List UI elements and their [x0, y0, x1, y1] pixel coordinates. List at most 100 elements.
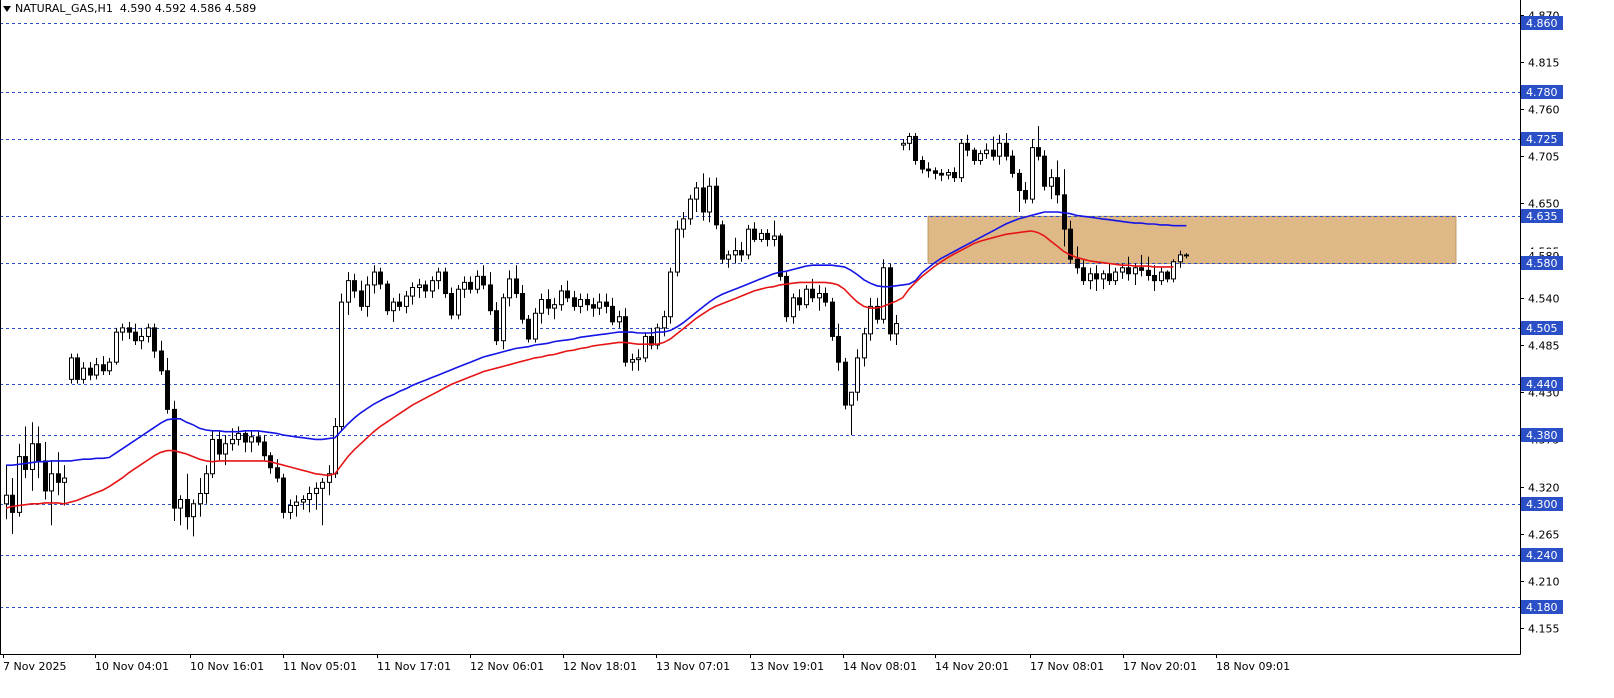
candle — [784, 272, 789, 322]
candle — [585, 293, 590, 311]
candle-body — [752, 228, 757, 240]
candle — [372, 265, 377, 294]
candle — [972, 147, 977, 165]
candle — [797, 289, 802, 311]
candle — [4, 465, 9, 520]
candle — [481, 265, 486, 290]
candle-body — [591, 304, 596, 309]
candle-body — [1094, 273, 1099, 280]
candle — [1049, 169, 1054, 200]
candle — [765, 229, 770, 247]
dropdown-triangle-icon[interactable] — [3, 6, 11, 12]
candle-body — [688, 198, 693, 220]
candle-body — [223, 443, 228, 455]
candle-body — [714, 185, 719, 226]
candle — [69, 353, 74, 384]
time-tick-label: 13 Nov 19:01 — [750, 660, 824, 673]
level-label: 4.380 — [1526, 429, 1558, 442]
candle — [726, 250, 731, 268]
candle — [49, 460, 54, 526]
candle — [1126, 256, 1131, 281]
candle-body — [294, 501, 299, 507]
candle-body — [1055, 177, 1060, 196]
candle-body — [804, 288, 809, 306]
candle — [804, 284, 809, 309]
candle-body — [127, 327, 132, 333]
level-label-bg — [1521, 548, 1563, 562]
candle-body — [1030, 147, 1035, 200]
level-label-bg — [1521, 132, 1563, 146]
candle-body — [623, 316, 628, 363]
candle-body — [875, 305, 880, 320]
candle — [849, 391, 854, 436]
candle — [1146, 256, 1151, 281]
candle — [939, 169, 944, 182]
candle-body — [784, 275, 789, 318]
candle-body — [901, 142, 906, 146]
candle-body — [378, 271, 383, 285]
candle — [1101, 270, 1106, 290]
candle — [733, 237, 738, 264]
candle-body — [1171, 261, 1176, 280]
price-tick-label: 4.485 — [1528, 340, 1560, 353]
candle-body — [94, 364, 99, 376]
candle — [397, 293, 402, 311]
price-tick-label: 4.155 — [1528, 623, 1560, 636]
ma-fast-line — [5, 230, 1174, 509]
resistance-zone — [927, 215, 1457, 264]
candle — [139, 327, 144, 350]
candle — [410, 282, 415, 305]
candle — [1042, 150, 1047, 191]
candle-body — [36, 443, 41, 462]
candle — [668, 267, 673, 324]
candle — [178, 495, 183, 526]
candle-body — [488, 284, 493, 312]
candle — [114, 327, 119, 365]
candle-body — [185, 499, 190, 518]
candle — [204, 465, 209, 504]
candle-body — [681, 218, 686, 230]
candle-body — [1152, 274, 1157, 282]
price-axis: 4.8704.8154.7604.7054.6504.5954.5404.485… — [1520, 10, 1560, 636]
candle-body — [191, 503, 196, 518]
candle — [643, 332, 648, 363]
candle — [791, 293, 796, 324]
level-label: 4.180 — [1526, 601, 1558, 614]
candle — [965, 134, 970, 157]
level-label-bg — [1521, 85, 1563, 99]
candle — [301, 495, 306, 510]
candle — [1107, 263, 1112, 285]
candle-body — [75, 357, 80, 380]
level-label-bg — [1521, 16, 1563, 30]
candle — [546, 289, 551, 315]
candle-body — [830, 301, 835, 337]
candle — [1159, 267, 1164, 285]
candle — [210, 430, 215, 479]
candle — [1094, 265, 1099, 291]
candle — [572, 290, 577, 311]
time-tick-label: 18 Nov 09:01 — [1216, 660, 1290, 673]
candle-body — [301, 499, 306, 503]
candle-body — [991, 149, 996, 157]
candle-body — [978, 153, 983, 161]
candle-body — [694, 187, 699, 200]
candle-body — [404, 295, 409, 307]
candle — [997, 134, 1002, 165]
candle — [746, 224, 751, 260]
candle — [423, 280, 428, 298]
candle-body — [1042, 155, 1047, 187]
time-tick-label: 13 Nov 07:01 — [656, 660, 730, 673]
candle — [288, 499, 293, 520]
zone-rect — [927, 215, 1457, 264]
level-label: 4.725 — [1526, 133, 1558, 146]
candle — [191, 499, 196, 537]
candle — [468, 276, 473, 294]
candle-body — [417, 284, 422, 289]
candle — [436, 267, 441, 290]
candle — [759, 229, 764, 243]
candle-body — [1126, 267, 1131, 275]
candle — [984, 143, 989, 159]
candle — [610, 297, 615, 326]
candle-body — [649, 335, 654, 346]
